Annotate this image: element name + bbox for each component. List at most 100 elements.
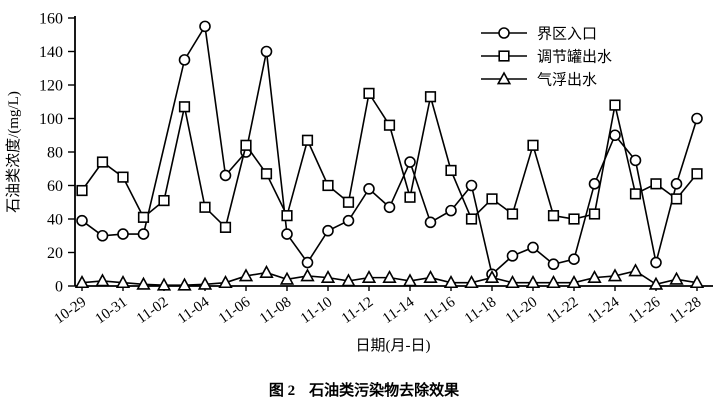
circle-data-marker [281,228,293,240]
square-data-marker [76,184,88,197]
triangle-data-marker [74,274,90,289]
circle-data-marker [691,112,703,125]
x-tick-label: 11-06 [216,294,254,327]
triangle-data-marker [279,271,295,285]
circle-data-marker [506,250,519,262]
triangle-data-marker [341,273,356,287]
y-tick-label: 120 [39,78,63,95]
triangle-data-marker [607,268,623,282]
square-data-marker [650,178,662,190]
circle-data-marker [527,241,539,254]
square-data-marker [281,210,293,222]
circle-data-marker [301,256,314,269]
square-data-marker [96,156,109,168]
triangle-data-marker [689,274,705,289]
square-data-marker [609,99,621,111]
square-data-marker [117,171,129,183]
x-tick-label: 11-28 [667,294,704,327]
square-data-marker [629,188,642,200]
square-data-marker [199,201,211,213]
figure-caption: 图 2 石油类污染物去除效果 [0,379,728,400]
circle-data-marker [609,129,621,142]
circle-data-marker [568,253,580,266]
square-data-marker [465,213,478,225]
square-data-marker [260,168,273,180]
square-data-marker [424,91,437,103]
triangle-data-marker [484,269,500,284]
x-tick-label: 11-22 [544,294,581,327]
circle-data-marker [670,178,683,190]
legend-item-2: 调节罐出水 [481,49,612,66]
triangle-data-marker [669,271,684,285]
figure-container: 石油类浓度/(mg/L) 日期(月-日) 0 20 40 60 80 100 120 140 1… [5,11,713,399]
series-line-circle [81,24,698,276]
y-tick-label: 60 [47,178,63,195]
y-tick-label: 40 [47,212,63,229]
figure-caption-text: 石油类污染物去除效果 [309,383,460,399]
circle-data-marker [199,20,211,33]
circle-data-marker [96,229,109,242]
circle-data-marker [383,201,396,214]
triangle-data-marker [648,276,664,290]
y-tick-label: 80 [47,145,63,162]
y-axis-title: 石油类浓度/(mg/L) [5,91,22,213]
triangle-data-marker [505,274,520,289]
legend-circle-marker-icon [498,27,510,39]
square-data-marker [506,208,519,220]
square-data-marker [301,134,314,146]
square-data-marker [137,211,150,223]
triangle-data-marker [423,269,438,284]
circle-data-marker [445,204,457,217]
legend-triangle-marker-icon [496,71,512,85]
circle-data-marker [465,179,478,192]
triangle-data-marker [136,276,151,290]
triangle-data-marker [546,274,561,289]
triangle-data-marker [464,274,479,289]
triangle-data-marker [300,268,315,282]
x-tick-label: 11-12 [339,294,376,327]
x-tick-label: 11-10 [298,294,335,327]
y-tick-label: 160 [39,11,63,28]
circle-data-marker [178,54,191,66]
triangle-data-marker [628,263,643,277]
x-tick-label: 11-14 [380,294,418,327]
triangle-data-marker [361,269,377,284]
triangle-data-marker [156,277,172,291]
y-tick-label: 140 [39,44,63,61]
x-tick-label: 10-29 [51,294,89,327]
legend-item-1: 界区入口 [481,27,597,43]
square-data-marker [588,208,601,220]
circle-data-marker [424,216,437,229]
x-tick-label: 11-16 [421,294,459,327]
circle-data-marker [547,258,560,271]
square-data-marker [219,221,232,233]
y-tick-label: 20 [47,245,63,262]
x-axis-title: 日期(月-日) [356,337,431,354]
triangle-data-marker [115,274,131,289]
square-data-marker [404,191,416,203]
triangle-data-marker [197,276,213,290]
triangle-data-marker [402,273,418,287]
triangle-data-marker [238,268,254,282]
square-data-marker [363,87,375,99]
triangle-data-marker [177,277,192,291]
square-data-marker [158,194,170,207]
square-data-marker [691,168,703,180]
circle-data-marker [76,214,88,227]
x-tick-label: 11-24 [585,294,623,327]
circle-data-marker [588,178,601,190]
triangle-data-marker [320,269,336,284]
triangle-data-marker [587,269,602,284]
legend-label: 气浮出水 [537,72,597,89]
figure-caption-number: 图 2 [268,383,296,399]
circle-data-marker [137,228,150,240]
circle-data-marker [363,183,375,195]
chart-svg: 石油类浓度/(mg/L) 日期(月-日) 0 20 40 60 80 100 120 140 1… [5,11,713,354]
x-tick-label: 11-08 [257,294,294,327]
square-data-marker [445,164,457,177]
triangle-data-marker [218,274,233,289]
square-data-marker [383,119,396,131]
legend-label: 调节罐出水 [537,49,612,66]
circle-data-marker [322,224,334,237]
